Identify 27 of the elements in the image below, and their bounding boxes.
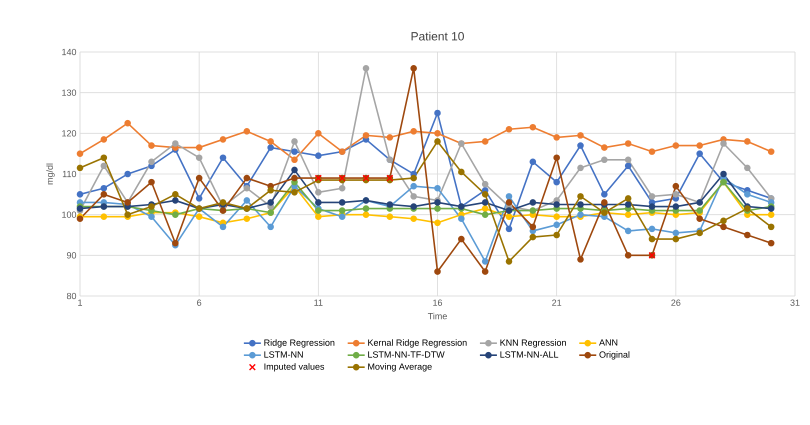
x-tick-label: 6 — [197, 300, 202, 306]
legend-label: Original — [599, 351, 630, 360]
y-tick-label: 100 — [62, 211, 76, 218]
legend-label: LSTM-NN-TF-DTW — [368, 351, 445, 358]
y-tick-label: 120 — [62, 130, 76, 137]
y-tick-label: 140 — [62, 48, 76, 56]
x-tick-label: 11 — [314, 300, 323, 306]
legend-label: Moving Average — [368, 363, 432, 372]
legend-label: Kernal Ridge Regression — [368, 339, 467, 348]
legend-label: LSTM-NN-ALL — [500, 351, 558, 358]
x-tick-label: 31 — [790, 300, 800, 306]
legend-label: ANN — [599, 339, 618, 346]
x-tick-label: 1 — [78, 300, 82, 306]
legend-label: Ridge Regression — [264, 339, 334, 348]
x-tick-label: 16 — [433, 300, 442, 306]
legend-label: Imputed values — [264, 363, 324, 372]
chart-title: Patient 10 — [412, 32, 464, 40]
x-tick-label: 21 — [552, 300, 562, 306]
y-tick-label: 80 — [66, 292, 76, 300]
x-tick-label: 26 — [671, 300, 680, 306]
legend-label: KNN Regression — [500, 339, 566, 348]
x-axis-title: Time — [428, 312, 447, 320]
y-tick-label: 90 — [66, 252, 76, 259]
y-axis-title: mg/dl — [46, 164, 55, 184]
y-tick-label: 110 — [62, 170, 76, 178]
legend-label: LSTM-NN — [264, 351, 303, 358]
y-tick-label: 130 — [62, 89, 76, 96]
